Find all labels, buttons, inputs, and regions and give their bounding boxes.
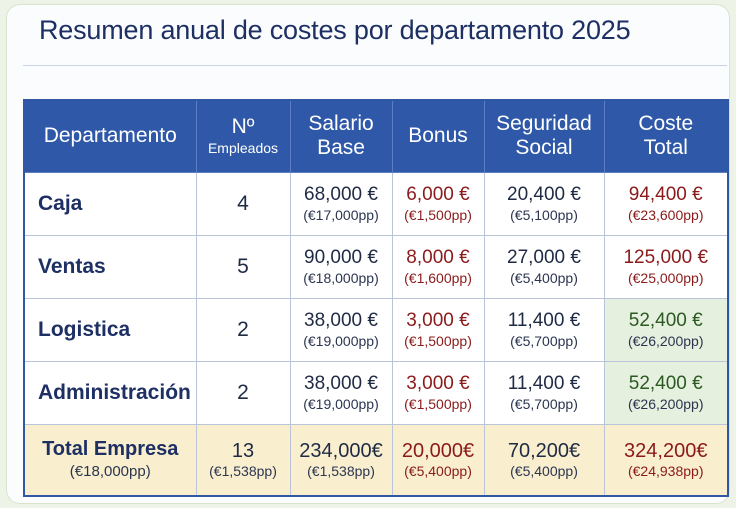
total-cost-cell: 52,400 € (€26,200pp) [603,297,729,362]
total-row: Total Empresa (€18,000pp) 13 (€1,538pp) 2… [23,423,729,497]
header-seguridad-social: Seguridad Social [483,99,605,173]
bonus-cell: 8,000 € (€1,600pp) [391,234,485,299]
header-coste-total: Coste Total [603,99,729,173]
total-label-cell: Total Empresa (€18,000pp) [23,423,197,497]
page-title: Resumen anual de costes por departamento… [39,15,631,45]
header-bonus: Bonus [391,99,485,173]
department-name: Caja [23,171,197,236]
department-name: Administración [23,360,197,425]
social-security-cell: 11,400 € (€5,700pp) [483,297,605,362]
department-name: Ventas [23,234,197,299]
employee-count: 5 [195,234,291,299]
salary-cell: 90,000 € (€18,000pp) [289,234,393,299]
bonus-cell: 3,000 € (€1,500pp) [391,360,485,425]
total-cost-cell: 52,400 € (€26,200pp) [603,360,729,425]
total-cost-cell: 125,000 € (€25,000pp) [603,234,729,299]
cost-table: Departamento Nº Empleados Salario Base B… [23,99,729,497]
employee-count: 4 [195,171,291,236]
header-salario-base: Salario Base [289,99,393,173]
bonus-cell: 6,000 € (€1,500pp) [391,171,485,236]
table-row: Logistica 2 38,000 € (€19,000pp) 3,000 €(… [23,297,729,362]
table-row: Caja 4 68,000 € (€17,000pp) 6,000 € (€1,50… [23,171,729,236]
social-security-cell: 11,400 € (€5,700pp) [483,360,605,425]
grand-total-cost-cell: 324,200€ (€24,938pp) [603,423,729,497]
report-card: Resumen anual de costes por departamento… [6,4,730,504]
salary-cell: 68,000 € (€17,000pp) [289,171,393,236]
total-cost-cell: 94,400 € (€23,600pp) [603,171,729,236]
table-row: Administración 2 38,000 € (€19,000pp) 3,0… [23,360,729,425]
header-departamento: Departamento [23,99,197,173]
employee-count: 2 [195,360,291,425]
table-row: Ventas 5 90,000 € (€18,000pp) 8,000 € (€1,… [23,234,729,299]
total-social-security-cell: 70,200€ (€5,400pp) [483,423,605,497]
total-salary-cell: 234,000€ (€1,538pp) [289,423,393,497]
salary-cell: 38,000 € (€19,000pp) [289,297,393,362]
table-header-row: Departamento Nº Empleados Salario Base B… [23,99,729,173]
employee-count: 2 [195,297,291,362]
social-security-cell: 20,400 € (€5,100pp) [483,171,605,236]
department-name: Logistica [23,297,197,362]
total-employee-count: 13 (€1,538pp) [195,423,291,497]
social-security-cell: 27,000 € (€5,400pp) [483,234,605,299]
bonus-cell: 3,000 € (€1,500pp) [391,297,485,362]
title-divider [23,65,727,66]
total-bonus-cell: 20,000€ (€5,400pp) [391,423,485,497]
salary-cell: 38,000 € (€19,000pp) [289,360,393,425]
header-empleados: Nº Empleados [195,99,291,173]
